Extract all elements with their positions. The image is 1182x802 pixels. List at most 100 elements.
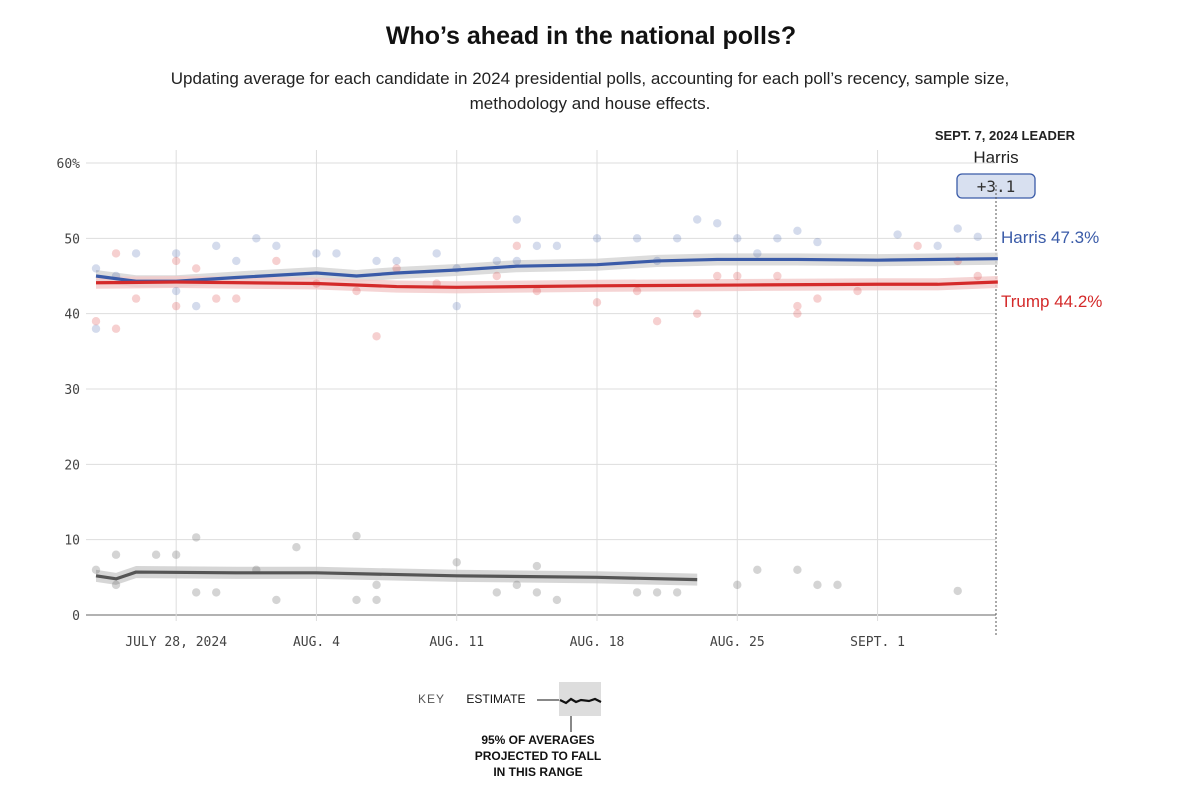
poll-point-other xyxy=(192,588,201,597)
poll-point-trump xyxy=(913,241,922,251)
poll-point-harris xyxy=(512,215,522,224)
poll-point-trump xyxy=(492,271,501,281)
poll-point-other xyxy=(91,565,101,574)
poll-point-harris xyxy=(492,256,501,266)
poll-point-other xyxy=(372,595,381,605)
poll-point-harris xyxy=(91,264,101,273)
poll-point-trump xyxy=(793,309,802,318)
poll-point-other xyxy=(652,588,662,597)
poll-point-other xyxy=(352,531,361,541)
poll-point-trump xyxy=(372,332,381,341)
poll-point-trump xyxy=(192,264,201,273)
poll-point-other xyxy=(532,561,542,571)
poll-point-trump xyxy=(352,286,361,296)
poll-point-other xyxy=(212,588,221,597)
poll-point-trump xyxy=(232,294,241,303)
poll-point-other xyxy=(532,588,542,597)
poll-point-trump xyxy=(532,286,542,296)
poll-point-harris xyxy=(272,241,281,251)
poll-point-other xyxy=(672,588,682,597)
poll-point-other xyxy=(111,550,121,559)
poll-point-harris xyxy=(713,219,722,228)
poll-point-other xyxy=(272,595,281,605)
x-tick-label: AUG. 11 xyxy=(429,635,484,650)
leader-date-label: SEPT. 7, 2024 LEADER xyxy=(935,128,1076,143)
poll-point-other xyxy=(793,565,802,574)
poll-point-harris xyxy=(893,230,902,239)
poll-point-harris xyxy=(91,324,101,333)
poll-point-trump xyxy=(632,286,642,296)
average-line-other xyxy=(95,570,698,582)
x-tick-label: JULY 28, 2024 xyxy=(125,635,227,650)
x-tick-label: AUG. 18 xyxy=(570,635,625,650)
poll-point-trump xyxy=(693,309,702,318)
poll-point-trump xyxy=(111,249,121,258)
poll-point-harris xyxy=(232,256,241,266)
poll-point-harris xyxy=(252,234,261,243)
poll-point-other xyxy=(292,543,301,552)
y-tick-label: 20 xyxy=(64,458,80,473)
poll-point-harris xyxy=(171,286,181,296)
y-tick-label: 0 xyxy=(72,609,80,624)
poll-point-harris xyxy=(512,256,522,266)
end-label-harris: Harris 47.3% xyxy=(1001,228,1099,247)
poll-point-harris xyxy=(332,249,341,258)
confidence-band-trump xyxy=(96,276,998,294)
poll-point-other xyxy=(192,533,201,542)
poll-point-trump xyxy=(212,294,221,303)
x-tick-label: AUG. 25 xyxy=(710,635,765,650)
poll-point-harris xyxy=(312,249,321,258)
average-line-trump xyxy=(95,280,998,289)
y-tick-label: 30 xyxy=(64,383,80,398)
poll-point-harris xyxy=(753,249,762,258)
poll-point-other xyxy=(452,558,461,567)
poll-point-harris xyxy=(592,234,602,243)
poll-point-trump xyxy=(793,301,802,311)
chart-subtitle: Updating average for each candidate in 2… xyxy=(170,69,1010,113)
poll-point-harris xyxy=(733,234,742,243)
poll-point-harris xyxy=(432,249,441,258)
poll-point-harris xyxy=(532,241,542,251)
poll-point-trump xyxy=(111,324,121,333)
poll-point-harris xyxy=(793,226,802,235)
x-tick-label: SEPT. 1 xyxy=(850,635,905,650)
poll-point-trump xyxy=(272,256,281,266)
poll-point-harris xyxy=(212,241,221,251)
poll-point-other xyxy=(111,580,121,590)
poll-point-harris xyxy=(953,224,962,233)
poll-point-harris xyxy=(813,237,822,247)
poll-point-trump xyxy=(592,298,602,307)
poll-point-harris xyxy=(973,232,982,242)
poll-point-trump xyxy=(773,271,782,281)
poll-point-trump xyxy=(973,271,982,281)
poll-point-trump xyxy=(853,286,862,296)
poll-point-trump xyxy=(733,271,742,281)
poll-point-harris xyxy=(131,249,141,258)
chart-key: KEY ESTIMATE 95% OF AVERAGES PROJECTED T… xyxy=(418,692,601,779)
poll-point-harris xyxy=(192,301,201,311)
y-tick-label: 60% xyxy=(57,157,81,172)
poll-point-harris xyxy=(693,215,702,224)
poll-point-other xyxy=(753,565,762,574)
key-estimate-label: ESTIMATE xyxy=(466,692,526,706)
poll-point-harris xyxy=(773,234,782,243)
poll-point-trump xyxy=(131,294,141,303)
poll-point-harris xyxy=(632,234,642,243)
poll-point-other xyxy=(151,550,161,559)
poll-point-other xyxy=(632,588,642,597)
poll-point-harris xyxy=(933,241,942,251)
poll-point-other xyxy=(833,580,842,590)
poll-point-harris xyxy=(372,256,381,266)
poll-point-trump xyxy=(713,271,722,281)
poll-point-other xyxy=(492,588,501,597)
poll-point-other xyxy=(512,580,522,590)
key-range-label: 95% OF AVERAGES PROJECTED TO FALL IN THI… xyxy=(474,733,602,779)
poll-point-trump xyxy=(813,294,822,303)
poll-point-other xyxy=(552,595,562,605)
poll-point-trump xyxy=(171,256,181,266)
poll-point-trump xyxy=(392,264,401,273)
chart-title: Who’s ahead in the national polls? xyxy=(385,22,797,50)
poll-point-trump xyxy=(91,317,101,326)
